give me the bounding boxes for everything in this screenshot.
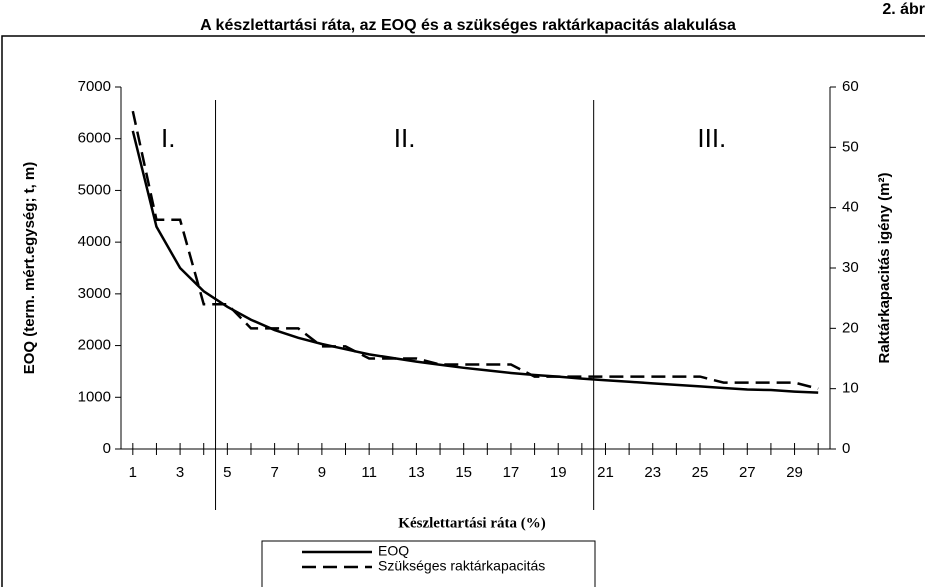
x-tick-label: 23 (644, 464, 661, 481)
y2-tick-label: 0 (842, 440, 850, 457)
region-label: III. (697, 123, 726, 153)
x-axis-label: Készlettartási ráta (%) (398, 515, 545, 531)
chart-title: A készlettartási ráta, az EOQ és a szüks… (200, 17, 736, 34)
x-tick-label: 27 (739, 464, 756, 481)
x-tick-label: 15 (455, 464, 472, 481)
y2-tick-label: 40 (842, 199, 859, 216)
figure-label: 2. ábr (882, 1, 925, 18)
y2-axis-label: Raktárkapacitás igény (m²) (876, 173, 893, 364)
series-line (131, 110, 819, 390)
y-axis-label: EOQ (term. mért.egység; t, m) (21, 162, 38, 375)
legend-label: EOQ (378, 543, 409, 559)
series-line (131, 130, 819, 394)
y-tick-label: 4000 (78, 233, 111, 250)
x-tick-label: 5 (223, 464, 231, 481)
y-tick-label: 3000 (78, 285, 111, 302)
x-tick-label: 21 (597, 464, 614, 481)
y-tick-label: 6000 (78, 130, 111, 147)
y2-tick-label: 20 (842, 319, 859, 336)
x-tick-label: 25 (692, 464, 709, 481)
legend (261, 540, 596, 587)
legend-label: Szükséges raktárkapacitás (378, 558, 545, 574)
x-tick-label: 19 (550, 464, 567, 481)
y-tick-label: 2000 (78, 337, 111, 354)
x-tick-label: 13 (408, 464, 425, 481)
x-tick-label: 11 (361, 464, 377, 481)
frame (1, 35, 925, 587)
x-tick-label: 1 (129, 464, 137, 481)
region-label: II. (394, 123, 416, 153)
y2-tick-label: 30 (842, 259, 859, 276)
x-tick-label: 3 (176, 464, 184, 481)
y-tick-label: 0 (103, 440, 111, 457)
y2-tick-label: 60 (842, 78, 859, 95)
y-tick-label: 1000 (78, 388, 111, 405)
y-tick-label: 5000 (78, 181, 111, 198)
region-label: I. (161, 123, 175, 153)
x-tick-label: 9 (318, 464, 326, 481)
x-tick-label: 7 (270, 464, 278, 481)
x-tick-label: 17 (503, 464, 520, 481)
y2-tick-label: 10 (842, 380, 859, 397)
x-tick-label: 29 (786, 464, 803, 481)
y-tick-label: 7000 (78, 78, 111, 95)
y2-tick-label: 50 (842, 138, 859, 155)
